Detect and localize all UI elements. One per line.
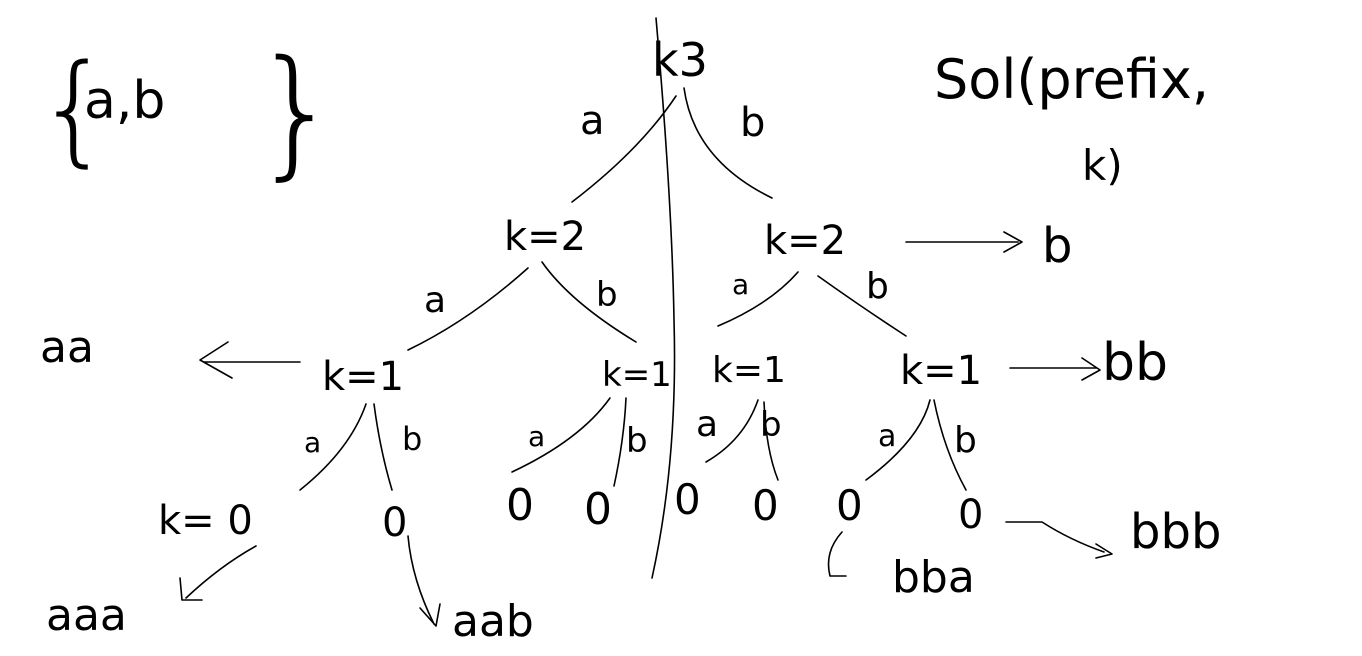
edge-label: b (626, 421, 648, 461)
alphabet-letters: a,b (84, 71, 165, 131)
edge-label: a (732, 268, 749, 301)
edge-left2-right (541, 261, 637, 343)
edge-root-left (571, 95, 677, 203)
edge-n3-right (763, 401, 779, 481)
edge-label: a (528, 420, 545, 453)
result-b: b (1042, 218, 1072, 274)
edge-n2-left (511, 397, 611, 473)
edge-label: b (596, 275, 618, 315)
edge-n1-right (373, 403, 393, 491)
edge-label: a (424, 280, 446, 321)
function-signature: Sol(prefix, k) (934, 48, 1209, 190)
result-bb: bb (1102, 333, 1168, 393)
result-aaa: aaa (46, 590, 127, 641)
edge-label: b (954, 420, 977, 461)
node-level1-4: k=1 (900, 348, 982, 394)
result-strings: aa b bb aaa aab bba bbb (40, 218, 1221, 647)
arrow-to-bbb (1005, 521, 1113, 559)
arrow-to-aaa (179, 545, 257, 601)
leaf-node-1: k= 0 (158, 498, 253, 544)
alphabet-open-brace: { (36, 40, 112, 179)
leaf-node-6: 0 (752, 481, 779, 530)
edge-left2-left (407, 267, 529, 351)
node-level2-left: k=2 (504, 214, 586, 260)
edge-label: a (878, 419, 896, 454)
leaf-node-7: 0 (836, 481, 863, 530)
signature-line-1: Sol(prefix, (934, 48, 1209, 111)
arrow-to-b (905, 231, 1023, 253)
arrow-to-bba (827, 531, 847, 577)
node-level1-1: k=1 (322, 354, 404, 400)
alphabet-close-brace: } (252, 31, 341, 194)
divider-line (651, 17, 676, 579)
edge-label: a (580, 98, 605, 144)
result-aab: aab (452, 596, 534, 647)
result-bba: bba (892, 552, 975, 603)
edge-label: b (740, 100, 765, 146)
edge-n3-left (705, 399, 759, 463)
edge-root-right (683, 87, 773, 199)
leaf-node-4: 0 (584, 484, 612, 535)
edge-label: a (304, 426, 321, 459)
edge-label: b (866, 266, 889, 307)
edge-label: a (696, 404, 718, 445)
edge-right2-right (817, 275, 907, 337)
node-level1-3: k=1 (712, 350, 786, 391)
result-bbb: bbb (1130, 504, 1221, 560)
node-level2-right: k=2 (764, 218, 846, 264)
result-arrows (179, 231, 1113, 627)
edge-n4-left (865, 399, 931, 481)
arrow-to-aa (199, 341, 301, 379)
signature-line-2: k) (1082, 141, 1123, 190)
edge-n2-right (613, 397, 627, 487)
node-level1-2: k=1 (602, 355, 672, 395)
leaf-node-8: 0 (958, 492, 983, 538)
leaf-node-2: 0 (382, 500, 407, 546)
edge-n1-left (299, 403, 367, 491)
tree-edges (299, 87, 967, 491)
leaf-node-3: 0 (506, 480, 534, 531)
result-aa: aa (40, 322, 94, 373)
edge-label: b (760, 405, 782, 445)
edge-right2-left (717, 271, 799, 327)
edge-n4-right (933, 399, 967, 491)
edge-label: b (402, 420, 422, 458)
leaf-node-5: 0 (674, 475, 701, 524)
arrow-to-aab (407, 535, 441, 627)
alphabet-set: { a,b } (36, 31, 341, 194)
edge-labels: a b a b a b a b a b a b a b (304, 98, 977, 461)
root-node: k3 (652, 33, 708, 87)
arrow-to-bb (1009, 357, 1101, 381)
